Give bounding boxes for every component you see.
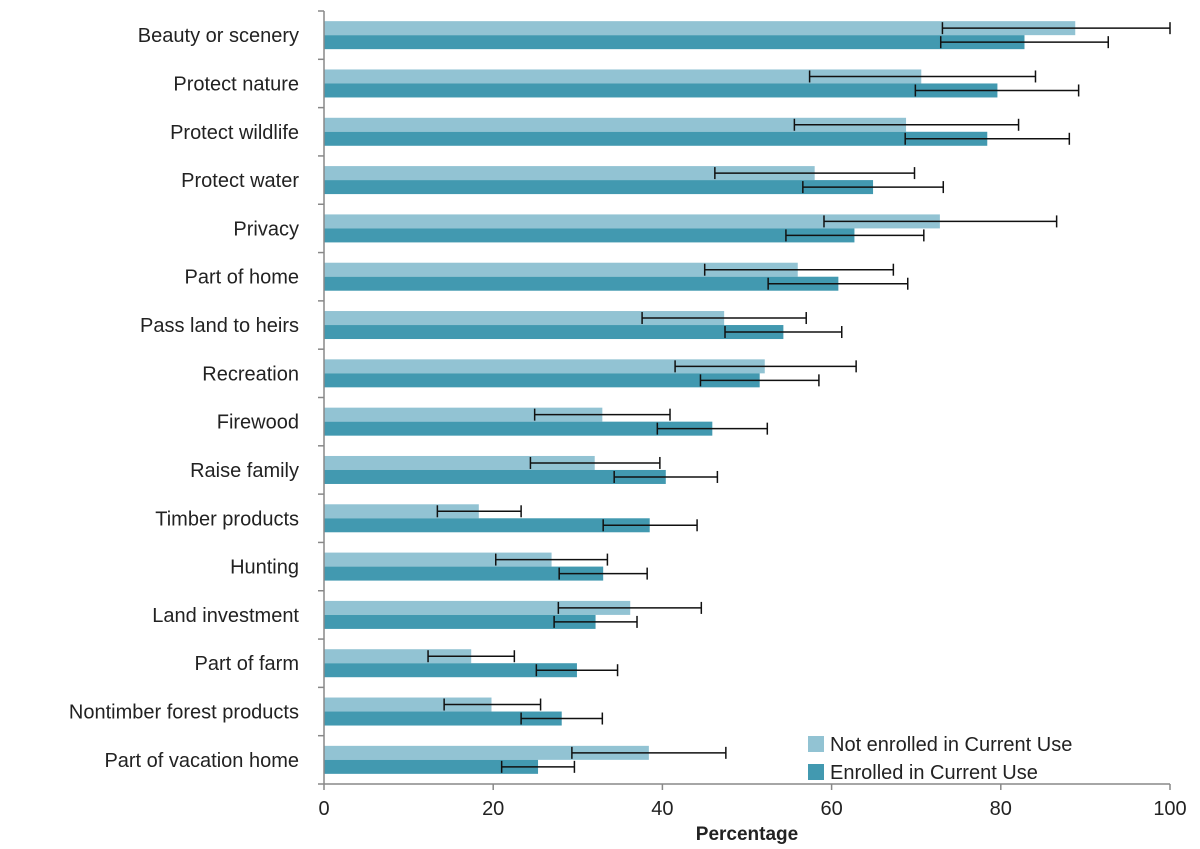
bar-series-2	[324, 663, 577, 678]
bar-series-2	[324, 276, 839, 291]
bar-series-2	[324, 83, 998, 98]
bar-series-2	[324, 518, 650, 533]
bar-series-1	[324, 69, 922, 84]
category-label: Pass land to heirs	[140, 315, 299, 337]
legend-label: Not enrolled in Current Use	[830, 734, 1072, 756]
category-label: Privacy	[233, 218, 299, 240]
bars-layer	[324, 21, 1076, 774]
ticks-layer: 0 20 40 60 80 100	[318, 10, 1187, 820]
legend-swatch	[808, 736, 824, 752]
x-tick-label: 0	[318, 798, 329, 820]
bar-series-2	[324, 614, 596, 629]
bar-series-2	[324, 711, 562, 726]
legend-label: Enrolled in Current Use	[830, 762, 1038, 784]
category-label: Recreation	[202, 363, 299, 385]
legend: Not enrolled in Current Use Enrolled in C…	[808, 734, 1072, 784]
category-label: Beauty or scenery	[138, 25, 299, 47]
bar-series-1	[324, 117, 907, 132]
bar-series-1	[324, 214, 940, 229]
category-label: Part of home	[184, 267, 299, 289]
category-label: Protect nature	[173, 73, 299, 95]
x-tick-label: 100	[1153, 798, 1186, 820]
x-axis-title: Percentage	[696, 824, 798, 845]
bar-series-2	[324, 35, 1025, 50]
bar-series-1	[324, 504, 479, 519]
category-label: Raise family	[190, 460, 299, 482]
x-tick-label: 20	[482, 798, 504, 820]
bar-series-1	[324, 552, 552, 567]
bar-series-1	[324, 649, 472, 664]
bar-series-2	[324, 373, 760, 388]
bar-series-1	[324, 745, 649, 760]
legend-swatch	[808, 764, 824, 780]
x-tick-label: 40	[651, 798, 673, 820]
error-bars-layer	[427, 22, 1171, 773]
category-label: Nontimber forest products	[69, 702, 299, 724]
bar-series-1	[324, 600, 631, 615]
category-label: Protect water	[181, 170, 299, 192]
bar-series-1	[324, 697, 492, 712]
bar-series-1	[324, 311, 725, 326]
bar-series-1	[324, 262, 798, 277]
category-label: Land investment	[152, 605, 299, 627]
category-label: Part of farm	[195, 653, 299, 675]
x-tick-label: 80	[990, 798, 1012, 820]
category-label: Protect wildlife	[170, 122, 299, 144]
category-label: Part of vacation home	[104, 750, 299, 772]
bar-series-2	[324, 421, 713, 436]
category-label: Firewood	[217, 412, 299, 434]
bar-series-2	[324, 131, 988, 146]
bar-series-2	[324, 759, 539, 774]
category-label: Hunting	[230, 557, 299, 579]
bar-series-1	[324, 359, 765, 374]
x-tick-label: 60	[820, 798, 842, 820]
bar-series-1	[324, 166, 815, 181]
bar-series-2	[324, 180, 874, 195]
category-label: Timber products	[155, 508, 299, 530]
bar-series-2	[324, 325, 784, 340]
bar-series-2	[324, 469, 666, 484]
bar-series-2	[324, 228, 855, 243]
bar-series-1	[324, 407, 603, 422]
category-labels: Beauty or scenery Protect nature Protect w…	[69, 25, 300, 772]
bar-series-2	[324, 566, 604, 581]
bar-series-1	[324, 21, 1076, 36]
bar-series-1	[324, 455, 595, 470]
